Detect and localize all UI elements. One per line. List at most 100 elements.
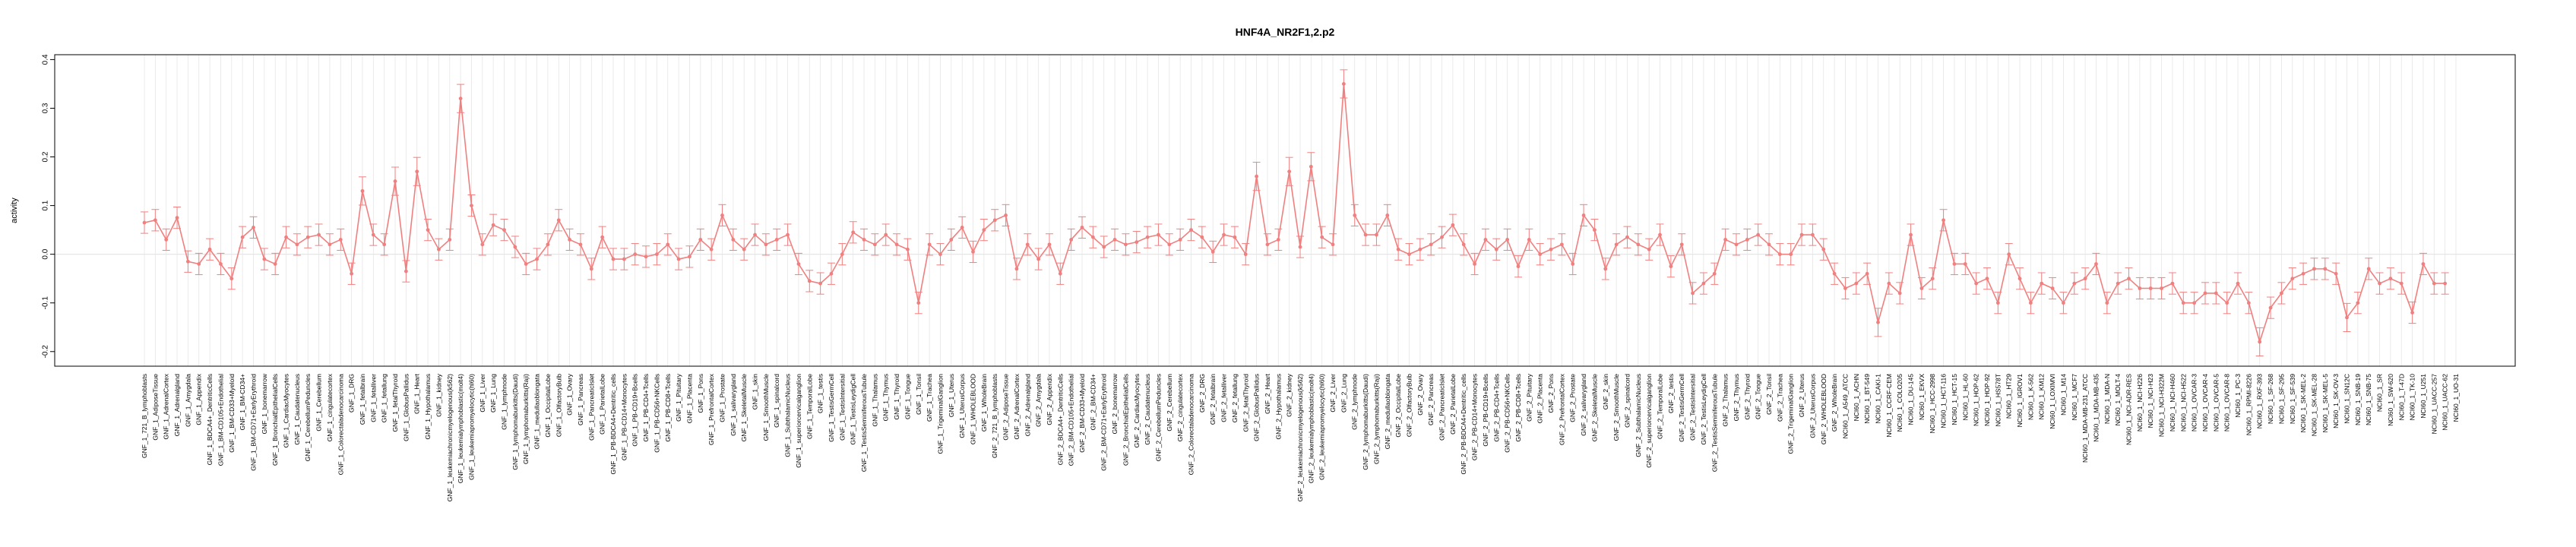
data-point bbox=[698, 238, 703, 242]
data-point bbox=[470, 204, 473, 207]
y-tick-label: -0.2 bbox=[42, 345, 50, 359]
data-point bbox=[513, 245, 517, 249]
data-point bbox=[2170, 281, 2175, 286]
data-point bbox=[622, 257, 626, 261]
x-tick-label: NCI60_1_LOXIMVI bbox=[2049, 374, 2056, 429]
x-tick-label: GNF_1_Lung bbox=[489, 374, 497, 413]
data-point bbox=[753, 232, 757, 237]
x-tick-label: NCI60_1_MOLT-4 bbox=[2114, 374, 2122, 426]
x-tick-label: GNF_1_Pons bbox=[697, 374, 704, 413]
data-point bbox=[1047, 242, 1052, 247]
x-tick-label: GNF_1_Caudatenucleus bbox=[293, 374, 301, 445]
data-point bbox=[851, 230, 856, 235]
x-tick-label: GNF_2_Hypothalamus bbox=[1274, 374, 1282, 439]
data-point bbox=[2323, 267, 2328, 271]
data-point bbox=[546, 242, 550, 247]
x-tick-label: GNF_1_cingulatecortex bbox=[326, 373, 334, 441]
data-point bbox=[1112, 238, 1117, 242]
x-tick-label: GNF_1_Tonsil bbox=[915, 374, 922, 415]
data-point bbox=[2160, 286, 2163, 290]
data-point bbox=[1647, 247, 1651, 251]
data-point bbox=[818, 281, 823, 286]
x-tick-label: NCI60_1_K-562 bbox=[2027, 374, 2034, 420]
x-tick-label: NCI60_1_UACC-257 bbox=[2430, 374, 2438, 435]
x-tick-label: GNF_2_Amygdala bbox=[1035, 374, 1043, 427]
data-point bbox=[971, 250, 975, 254]
data-point bbox=[2225, 301, 2229, 305]
x-tick-label: GNF_2_BM-CD71+EarlyErythroid bbox=[1100, 374, 1108, 471]
x-tick-label: GNF_1_AdrenalCortex bbox=[163, 373, 170, 439]
data-point bbox=[1995, 301, 2000, 305]
data-point bbox=[807, 279, 812, 283]
x-tick-label: GNF_2_medullaoblongata bbox=[1384, 374, 1391, 450]
x-tick-label: GNF_2_lymphnode bbox=[1351, 374, 1359, 430]
data-point bbox=[2040, 281, 2044, 286]
x-tick-label: GNF_1_fetalbrain bbox=[359, 374, 366, 425]
data-point bbox=[2181, 301, 2185, 305]
x-tick-label: NCI60_1_HCT-15 bbox=[1951, 374, 1958, 425]
data-point bbox=[2214, 291, 2218, 296]
data-point bbox=[1102, 245, 1106, 249]
data-point bbox=[2116, 281, 2120, 286]
data-point bbox=[295, 242, 299, 247]
x-tick-label: GNF_1_lymphomaburkitts(Raji) bbox=[522, 374, 530, 464]
x-tick-label: GNF_1_skin bbox=[752, 374, 759, 410]
data-point bbox=[927, 242, 932, 247]
data-point bbox=[480, 242, 485, 247]
x-tick-label: NCI60_1_SR bbox=[2376, 374, 2384, 412]
x-tick-label: GNF_1_Thyroid bbox=[893, 374, 900, 420]
data-point bbox=[1799, 232, 1804, 237]
x-tick-label: GNF_2_PrefrontalCortex bbox=[1558, 373, 1565, 445]
data-point bbox=[1636, 242, 1641, 247]
x-tick-label: GNF_1_fetalliver bbox=[369, 374, 377, 422]
x-tick-label: GNF_1_SmoothMuscle bbox=[762, 374, 770, 441]
data-point bbox=[197, 262, 201, 266]
x-tick-label: GNF_2_spinalcord bbox=[1623, 374, 1631, 428]
data-point bbox=[840, 252, 844, 257]
data-point bbox=[960, 226, 964, 229]
data-point bbox=[633, 252, 638, 257]
data-point bbox=[1320, 235, 1324, 239]
data-point bbox=[1494, 247, 1498, 251]
data-point bbox=[1396, 247, 1400, 251]
data-point bbox=[1407, 252, 1411, 257]
x-tick-label: GNF_2_leukemiachronicmyelogenous(k562) bbox=[1296, 374, 1304, 501]
x-tick-label: GNF_2_TestisGermCell bbox=[1678, 374, 1685, 442]
data-point bbox=[872, 242, 877, 247]
x-tick-label: NCI60_1_OVCAR-8 bbox=[2223, 374, 2231, 432]
data-point bbox=[1516, 264, 1521, 269]
data-point bbox=[568, 238, 572, 242]
data-point bbox=[164, 238, 169, 242]
data-point bbox=[556, 218, 561, 223]
data-point bbox=[1854, 281, 1859, 286]
data-point bbox=[305, 235, 310, 239]
x-tick-label: GNF_2_PB-CD4+Tcells bbox=[1492, 374, 1500, 442]
data-point bbox=[2062, 301, 2065, 305]
x-tick-label: NCI60_1_NCI-H522 bbox=[2179, 374, 2187, 432]
x-tick-label: GNF_1_Adrenalgland bbox=[173, 374, 181, 436]
data-point bbox=[1265, 242, 1270, 247]
data-point bbox=[2312, 267, 2316, 271]
x-tick-label: GNF_2_BDCA4+_DentriticCells bbox=[1056, 374, 1064, 465]
x-tick-label: GNF_2_WHOLEBLOOD bbox=[1820, 374, 1828, 444]
data-point bbox=[742, 247, 746, 251]
x-tick-label: GNF_1_Appendix bbox=[195, 373, 203, 425]
x-tick-label: NCI60_1_OVCAR-4 bbox=[2201, 374, 2209, 432]
x-tick-label: GNF_2_Adrenalgland bbox=[1024, 374, 1031, 436]
x-tick-label: GNF_1_leukemiapromyelocytic(hl60) bbox=[467, 374, 475, 480]
x-tick-label: GNF_2_PB-CD56+NKCells bbox=[1504, 374, 1511, 453]
data-point bbox=[1036, 257, 1041, 261]
x-tick-label: GNF_2_ParietalLobe bbox=[1449, 374, 1457, 435]
x-tick-label: NCI60_1_ACHN bbox=[1853, 374, 1860, 421]
data-point bbox=[207, 247, 212, 251]
data-point bbox=[1941, 218, 1945, 223]
x-tick-label: GNF_2_AdrenalCortex bbox=[1013, 373, 1021, 439]
series-layer bbox=[141, 69, 2449, 357]
x-tick-label: GNF_1_AdiposeTissue bbox=[151, 374, 159, 441]
x-tick-label: GNF_1_PrefrontalCortex bbox=[707, 373, 715, 445]
x-tick-label: GNF_1_fetallung bbox=[381, 374, 388, 423]
data-point bbox=[1625, 235, 1629, 239]
data-point bbox=[426, 228, 430, 232]
data-point bbox=[1974, 281, 1979, 286]
